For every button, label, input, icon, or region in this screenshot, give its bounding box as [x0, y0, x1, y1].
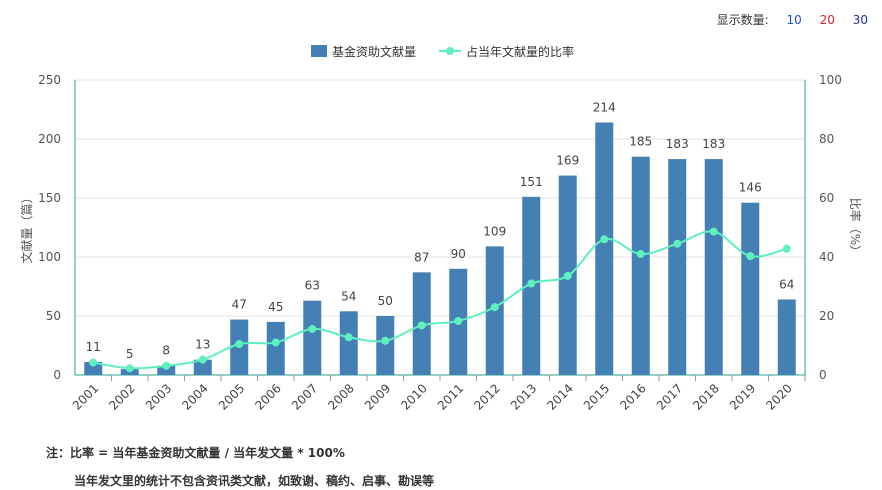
y-tick-label-left: 250: [38, 73, 61, 87]
y-tick-label-left: 200: [38, 132, 61, 146]
y-tick-label-right: 100: [819, 73, 842, 87]
ratio-point-2004: [198, 355, 207, 364]
y-tick-label-left: 100: [38, 250, 61, 264]
x-tick-label: 2004: [179, 381, 210, 412]
bar-value-label: 64: [779, 277, 794, 291]
bar-value-label: 5: [126, 347, 134, 361]
note-ratio-formula: 注：比率 = 当年基金资助文献量 / 当年发文量 * 100%: [46, 446, 345, 460]
bar-2007: [303, 300, 322, 375]
legend-label-bars: 基金资助文献量: [332, 44, 416, 59]
legend-swatch-bars: [311, 45, 327, 57]
x-tick-label: 2017: [654, 381, 685, 412]
bar-value-label: 151: [520, 175, 543, 189]
bar-2001: [84, 362, 103, 375]
ratio-point-2010: [417, 321, 426, 330]
x-tick-label: 2006: [252, 381, 283, 412]
bar-2020: [777, 299, 796, 375]
y-tick-label-right: 0: [819, 368, 827, 382]
display-count-option-10[interactable]: 10: [786, 13, 802, 27]
bar-value-label: 214: [593, 100, 616, 114]
legend-label-line: 占当年文献量的比率: [466, 44, 574, 59]
ratio-point-2003: [162, 361, 171, 370]
bar-value-label: 87: [414, 250, 429, 264]
bar-2018: [704, 159, 723, 375]
x-tick-label: 2003: [143, 381, 174, 412]
ratio-point-2017: [673, 239, 682, 248]
ratio-point-2020: [782, 244, 791, 253]
x-tick-label: 2014: [544, 381, 575, 412]
x-tick-label: 2007: [289, 381, 320, 412]
bar-value-label: 45: [268, 300, 283, 314]
ratio-point-2014: [563, 271, 572, 280]
x-tick-label: 2018: [690, 381, 721, 412]
x-tick-label: 2013: [508, 381, 539, 412]
ratio-point-2008: [344, 333, 353, 342]
bar-value-label: 183: [666, 137, 689, 151]
x-tick-label: 2012: [471, 381, 502, 412]
x-tick-label: 2009: [362, 381, 393, 412]
y-tick-label-right: 80: [819, 132, 834, 146]
x-tick-label: 2016: [617, 381, 648, 412]
bar-value-label: 169: [556, 154, 579, 168]
display-count-label: 显示数量:: [716, 13, 769, 27]
bar-2019: [741, 202, 760, 375]
ratio-point-2012: [490, 303, 499, 312]
y-tick-label-left: 0: [53, 368, 61, 382]
display-count-option-20[interactable]: 20: [819, 13, 835, 27]
y-tick-label-left: 150: [38, 191, 61, 205]
y-tick-label-left: 50: [46, 309, 61, 323]
bar-value-label: 47: [232, 298, 247, 312]
y-tick-label-right: 60: [819, 191, 834, 205]
legend-swatch-marker: [446, 47, 454, 55]
ratio-point-2013: [527, 279, 536, 288]
x-tick-label: 2002: [106, 381, 137, 412]
ratio-point-2009: [381, 336, 390, 345]
display-count-control: 显示数量: 10 20 30: [717, 11, 868, 28]
bar-value-label: 13: [195, 338, 210, 352]
bar-2016: [631, 156, 650, 375]
bar-value-label: 90: [451, 247, 466, 261]
bar-value-label: 54: [341, 289, 356, 303]
ratio-point-2016: [636, 250, 645, 259]
ratio-point-2006: [271, 338, 280, 347]
x-tick-label: 2001: [70, 381, 101, 412]
bar-value-label: 146: [739, 181, 762, 195]
bar-value-label: 63: [305, 279, 320, 293]
bar-2017: [668, 159, 687, 375]
bar-value-label: 11: [86, 340, 101, 354]
y-tick-label-right: 20: [819, 309, 834, 323]
x-tick-label: 2019: [727, 381, 758, 412]
x-tick-label: 2011: [435, 381, 466, 412]
ratio-point-2007: [308, 324, 317, 333]
display-count-option-30[interactable]: 30: [852, 13, 868, 27]
y-tick-label-right: 40: [819, 250, 834, 264]
bar-value-label: 109: [483, 224, 506, 238]
ratio-point-2015: [600, 235, 609, 244]
ratio-point-2011: [454, 317, 463, 326]
ratio-point-2018: [709, 227, 718, 236]
ratio-point-2002: [125, 364, 134, 373]
ratio-point-2005: [235, 340, 244, 349]
bar-value-label: 185: [629, 135, 652, 149]
x-tick-label: 2008: [325, 381, 356, 412]
bar-2008: [339, 311, 358, 375]
x-tick-label: 2005: [216, 381, 247, 412]
y-axis-title-left: 文献量（篇）: [19, 191, 34, 263]
ratio-point-2001: [89, 358, 98, 367]
bar-2003: [157, 365, 176, 375]
bar-value-label: 183: [702, 137, 725, 151]
note-exclusions: 当年发文里的统计不包含资讯类文献，如致谢、稿约、启事、勘误等: [74, 474, 435, 488]
x-tick-label: 2010: [398, 381, 429, 412]
bar-2004: [193, 359, 212, 375]
ratio-point-2019: [746, 252, 755, 261]
bar-2015: [595, 122, 614, 375]
bar-value-label: 8: [162, 344, 170, 358]
bar-2006: [266, 321, 285, 375]
x-tick-label: 2020: [763, 381, 794, 412]
y-axis-title-right: 比率（%）: [848, 198, 863, 257]
x-tick-label: 2015: [581, 381, 612, 412]
bar-2009: [376, 316, 395, 375]
bar-value-label: 50: [378, 294, 393, 308]
